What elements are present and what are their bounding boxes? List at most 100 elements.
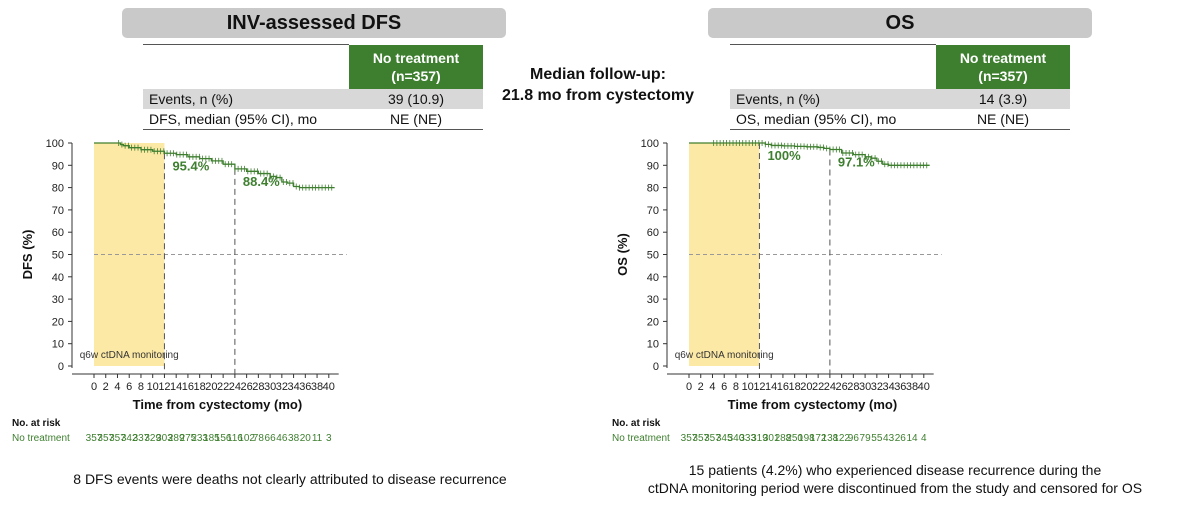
os-y-tick-label: 20 [647, 316, 659, 328]
dfs-at-risk-count: 3 [326, 433, 332, 444]
dfs-x-tick-label: 32 [276, 381, 288, 393]
os-footnote: 15 patients (4.2%) who experienced disea… [615, 461, 1175, 497]
os-at-risk-count: 319 [751, 433, 768, 444]
os-x-tick-label: 14 [765, 381, 777, 393]
dfs-at-risk-count: 38 [288, 433, 300, 444]
dfs-x-tick-label: 22 [217, 381, 229, 393]
median-followup-line2: 21.8 mo from cystectomy [501, 87, 695, 104]
os-at-risk-count: 357 [692, 433, 710, 444]
dfs-panel: INV-assessed DFS No treatment (n=357) Ev… [10, 8, 570, 488]
os-x-tick-label: 22 [812, 381, 824, 393]
dfs-x-tick-label: 38 [311, 381, 323, 393]
os-at-risk-count: 138 [821, 433, 839, 444]
dfs-y-axis-label: DFS (%) [20, 230, 35, 280]
os-monitoring-label: q6w ctDNA monitoring [675, 350, 774, 361]
os-panel: OS No treatment (n=357) Events, n (%) 14… [595, 0, 1200, 510]
dfs-at-risk-count: 156 [214, 433, 232, 444]
dfs-x-tick-label: 26 [240, 381, 252, 393]
dfs-x-tick-label: 4 [114, 381, 120, 393]
dfs-milestone-label-2: 88.4% [243, 174, 280, 189]
os-at-risk-count: 26 [894, 433, 906, 444]
dfs-x-tick-label: 6 [126, 381, 132, 393]
dfs-row1-label: Events, n (%) [143, 88, 349, 109]
os-at-risk-count: 340 [727, 433, 745, 444]
dfs-y-tick-label: 100 [46, 138, 64, 150]
os-km-chart: q6w ctDNA monitoring01020304050607080901… [615, 138, 942, 412]
os-row2-label: OS, median (95% CI), mo [730, 108, 936, 130]
os-x-tick-label: 8 [733, 381, 739, 393]
os-y-tick-label: 10 [647, 339, 659, 351]
os-table-header: No treatment (n=357) [936, 44, 1070, 89]
os-x-tick-label: 18 [789, 381, 801, 393]
dfs-at-risk-count: 357 [85, 433, 103, 444]
os-at-risk-count: 250 [786, 433, 803, 444]
dfs-at-risk-count: 78 [252, 433, 264, 444]
os-at-risk-count: 172 [809, 433, 827, 444]
os-y-tick-label: 40 [647, 272, 659, 284]
dfs-table-header: No treatment (n=357) [349, 44, 483, 89]
dfs-x-tick-label: 40 [323, 381, 335, 393]
dfs-x-tick-label: 24 [229, 381, 241, 393]
dfs-monitoring-label: q6w ctDNA monitoring [80, 350, 179, 361]
os-at-risk-count: 357 [680, 433, 698, 444]
dfs-at-risk-count: 66 [264, 433, 276, 444]
dfs-header-line2: (n=357) [391, 67, 441, 84]
dfs-x-tick-label: 20 [205, 381, 217, 393]
dfs-at-risk-count: 233 [191, 433, 208, 444]
dfs-row2-label: DFS, median (95% CI), mo [143, 108, 349, 130]
os-y-tick-label: 100 [641, 138, 659, 150]
os-milestone-label-1: 100% [767, 148, 801, 163]
dfs-y-tick-label: 50 [52, 250, 64, 262]
median-followup: Median follow-up: 21.8 mo from cystectom… [488, 64, 708, 106]
dfs-at-risk-count: 116 [226, 433, 243, 444]
dfs-at-risk-count: 275 [179, 433, 197, 444]
os-at-risk-count: 198 [798, 433, 815, 444]
dfs-at-risk-count: 185 [203, 433, 220, 444]
os-at-risk-count: 55 [871, 433, 883, 444]
os-footnote-line1: 15 patients (4.2%) who experienced disea… [688, 462, 1102, 478]
dfs-km-curve [94, 142, 335, 189]
dfs-at-risk-count: 329 [144, 433, 162, 444]
dfs-footnote: 8 DFS events were deaths not clearly att… [10, 470, 570, 488]
os-x-tick-label: 30 [859, 381, 871, 393]
os-x-tick-label: 20 [800, 381, 812, 393]
os-y-tick-label: 70 [647, 205, 659, 217]
os-x-tick-label: 38 [906, 381, 918, 393]
os-footnote-line2: ctDNA monitoring period were discontinue… [647, 480, 1143, 496]
dfs-x-tick-label: 30 [264, 381, 276, 393]
dfs-row1-value: 39 (10.9) [349, 88, 483, 109]
os-risk-label: No treatment [612, 433, 670, 444]
dfs-x-tick-label: 8 [138, 381, 144, 393]
os-row2-value: NE (NE) [936, 108, 1070, 130]
dfs-km-chart: q6w ctDNA monitoring01020304050607080901… [20, 138, 347, 412]
os-at-risk-count: 14 [906, 433, 918, 444]
dfs-at-risk-count: 102 [238, 433, 255, 444]
dfs-x-tick-label: 36 [299, 381, 311, 393]
dfs-title: INV-assessed DFS [122, 8, 506, 38]
dfs-y-tick-label: 0 [58, 361, 64, 373]
os-x-tick-label: 36 [894, 381, 906, 393]
dfs-x-tick-label: 2 [103, 381, 109, 393]
dfs-x-tick-label: 18 [194, 381, 206, 393]
os-header-line2: (n=357) [978, 67, 1028, 84]
os-milestone-label-2: 97.1% [838, 154, 875, 169]
dfs-y-tick-label: 20 [52, 316, 64, 328]
dfs-at-risk-count: 357 [97, 433, 115, 444]
os-x-tick-label: 26 [835, 381, 847, 393]
dfs-y-tick-label: 60 [52, 227, 64, 239]
os-x-tick-label: 4 [709, 381, 715, 393]
dfs-milestone-label-1: 95.4% [172, 158, 209, 173]
os-risk-title: No. at risk [612, 418, 661, 429]
dfs-row2-value: NE (NE) [349, 108, 483, 130]
dfs-header-line1: No treatment [372, 49, 460, 66]
dfs-x-tick-label: 0 [91, 381, 97, 393]
dfs-y-tick-label: 90 [52, 160, 64, 172]
os-y-tick-label: 50 [647, 250, 659, 262]
os-y-tick-label: 80 [647, 183, 659, 195]
os-x-axis-label: Time from cystectomy (mo) [728, 397, 898, 412]
dfs-at-risk-count: 357 [109, 433, 126, 444]
os-at-risk-count: 333 [739, 433, 757, 444]
dfs-x-tick-label: 34 [287, 381, 299, 393]
dfs-at-risk-count: 337 [132, 433, 150, 444]
os-y-axis-label: OS (%) [615, 233, 630, 276]
